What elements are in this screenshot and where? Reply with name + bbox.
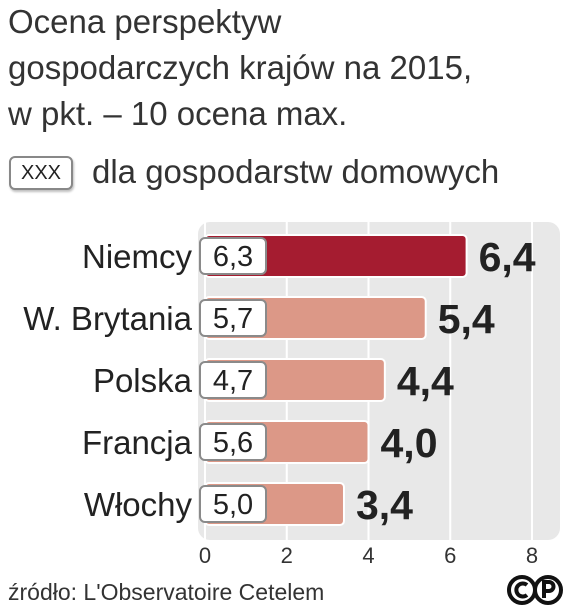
household-value-box (199, 237, 267, 275)
title-line-1: Ocena perspektyw (8, 3, 282, 40)
value-label: 3,4 (356, 482, 413, 528)
household-value-box (199, 485, 267, 523)
x-tick-label: 0 (199, 543, 211, 568)
household-value-box (199, 299, 267, 337)
legend-swatch: XXX (9, 156, 73, 190)
category-label: Niemcy (82, 238, 193, 275)
household-value-label: 6,3 (213, 241, 253, 273)
bar-chart: 0 2 4 6 8 Niemcy 6,3 6,4 W. Brytania 5,7 5,4 Polska… (23, 222, 560, 568)
source-note: źródło: L'Observatoire Cetelem (8, 579, 325, 605)
legend-label: dla gospodarstw domowych (92, 153, 500, 190)
value-label: 5,4 (438, 296, 495, 342)
x-tick-label: 4 (362, 543, 374, 568)
value-label: 6,4 (479, 234, 536, 280)
household-value-label: 5,0 (213, 489, 253, 521)
x-tick-label: 8 (526, 543, 538, 568)
title-line-3: w pkt. – 10 ocena max. (8, 95, 348, 132)
household-value-label: 5,6 (213, 427, 253, 459)
cp-logo (507, 575, 563, 605)
title-line-2: gospodarczych krajów na 2015, (8, 49, 473, 86)
household-value-label: 4,7 (213, 365, 253, 397)
value-label: 4,4 (397, 358, 454, 404)
value-label: 4,0 (381, 420, 438, 466)
category-label: Francja (82, 424, 193, 461)
x-tick-label: 2 (281, 543, 293, 568)
category-label: Polska (93, 362, 193, 399)
household-value-box (199, 361, 267, 399)
household-value-label: 5,7 (213, 303, 253, 335)
x-tick-label: 6 (444, 543, 456, 568)
category-label: Włochy (84, 486, 193, 523)
household-value-box (199, 423, 267, 461)
category-label: W. Brytania (23, 300, 192, 337)
